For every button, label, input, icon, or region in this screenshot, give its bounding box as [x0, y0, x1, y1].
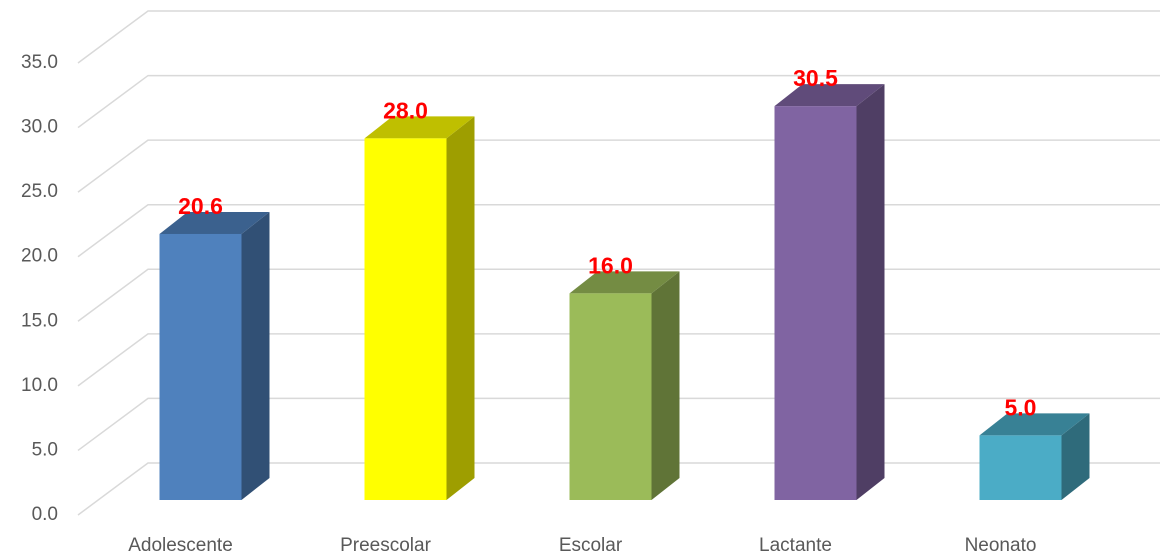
bar — [569, 293, 652, 500]
bar-top — [774, 84, 885, 107]
x-tick-label: Neonato — [965, 535, 1037, 556]
bar-side — [651, 271, 680, 500]
x-tick-label: Lactante — [759, 535, 832, 556]
bar — [774, 106, 857, 500]
bar-top — [364, 116, 475, 139]
bar — [364, 138, 447, 500]
value-label: 28.0 — [383, 97, 428, 123]
bar-side — [1061, 413, 1090, 500]
bar-side — [446, 116, 475, 501]
y-tick-label: 25.0 — [21, 181, 58, 202]
y-tick-label: 15.0 — [21, 310, 58, 331]
grid-line — [77, 139, 1160, 193]
y-tick-label: 0.0 — [32, 504, 58, 525]
y-tick-label: 20.0 — [21, 246, 58, 267]
value-label: 30.5 — [793, 65, 838, 91]
x-tick-label: Preescolar — [340, 535, 431, 556]
bar — [979, 435, 1062, 500]
bar-top — [159, 211, 270, 234]
value-label: 16.0 — [588, 252, 633, 278]
y-tick-label: 10.0 — [21, 375, 58, 396]
x-tick-label: Escolar — [559, 535, 623, 556]
grid-line — [77, 10, 1160, 64]
bar-top — [979, 413, 1090, 436]
grid-line — [77, 74, 1160, 129]
bar-side — [241, 211, 270, 501]
y-tick-label: 30.0 — [21, 117, 58, 138]
bar — [159, 233, 242, 501]
value-label: 5.0 — [1005, 395, 1037, 421]
y-tick-label: 5.0 — [32, 439, 58, 460]
y-tick-label: 35.0 — [21, 52, 58, 73]
bar-top — [569, 271, 680, 294]
bar-side — [856, 84, 885, 500]
value-label: 20.6 — [178, 193, 223, 219]
x-tick-label: Adolescente — [128, 535, 233, 556]
